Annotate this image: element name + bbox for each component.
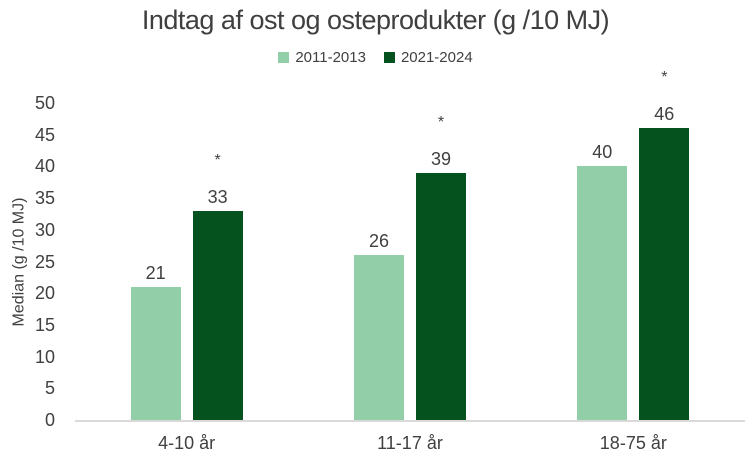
bar-2011-2013-4-10 år: 21 xyxy=(130,264,181,420)
bar-2021-2024-18-75 år: 46 * xyxy=(639,70,690,420)
y-tick-label: 30 xyxy=(34,219,55,240)
y-tick-label: 25 xyxy=(34,251,55,272)
x-category-label: 18-75 år xyxy=(599,433,667,453)
value-label: 26 xyxy=(368,231,389,252)
y-tick-label: 45 xyxy=(34,124,55,145)
bar-group: 40 46 * xyxy=(522,70,745,420)
legend-swatch-icon xyxy=(278,52,290,63)
significance-asterisk: * xyxy=(661,69,668,87)
y-tick-label: 5 xyxy=(44,378,55,399)
y-tick-label: 40 xyxy=(34,156,55,177)
legend-label: 2021-2024 xyxy=(400,49,473,66)
y-tick-label: 20 xyxy=(34,283,55,304)
x-category-label: 4-10 år xyxy=(158,433,216,453)
y-tick-label: 35 xyxy=(34,188,55,209)
x-category-label: 11-17 år xyxy=(377,433,443,453)
y-tick-label: 50 xyxy=(34,93,55,113)
bar-group: 21 33 * xyxy=(75,103,298,420)
value-label: 39 xyxy=(430,148,451,169)
bar-2011-2013-11-17 år: 26 xyxy=(353,232,404,420)
y-tick-label: 0 xyxy=(44,410,55,430)
value-label: 46 xyxy=(654,104,675,125)
value-label: 21 xyxy=(145,262,166,283)
y-tick-label: 10 xyxy=(34,346,55,367)
legend: 2011-2013 2021-2024 xyxy=(0,49,751,66)
significance-asterisk: * xyxy=(214,151,221,169)
legend-item: 2011-2013 xyxy=(278,49,366,66)
plot-area: 21 33 * 26 39 * 40 46 * xyxy=(75,70,745,422)
legend-label: 2011-2013 xyxy=(295,49,366,66)
value-label: 40 xyxy=(592,142,613,163)
bar-2011-2013-18-75 år: 40 xyxy=(577,143,628,420)
y-tick-label: 15 xyxy=(34,314,55,335)
bar-group: 26 39 * xyxy=(298,103,521,420)
y-axis-ticks: 0 5 10 15 20 25 30 35 40 45 50 xyxy=(0,94,55,429)
bar-2021-2024-4-10 år: 33 * xyxy=(192,152,243,420)
chart-title: Indtag af ost og osteprodukter (g /10 MJ… xyxy=(141,5,610,35)
legend-swatch-icon xyxy=(383,52,395,63)
x-axis-labels: 4-10 år 11-17 år 18-75 år xyxy=(75,433,745,454)
significance-asterisk: * xyxy=(437,113,445,131)
legend-item: 2021-2024 xyxy=(383,49,473,66)
value-label: 33 xyxy=(207,186,228,207)
bar-2021-2024-11-17 år: 39 * xyxy=(415,114,466,420)
